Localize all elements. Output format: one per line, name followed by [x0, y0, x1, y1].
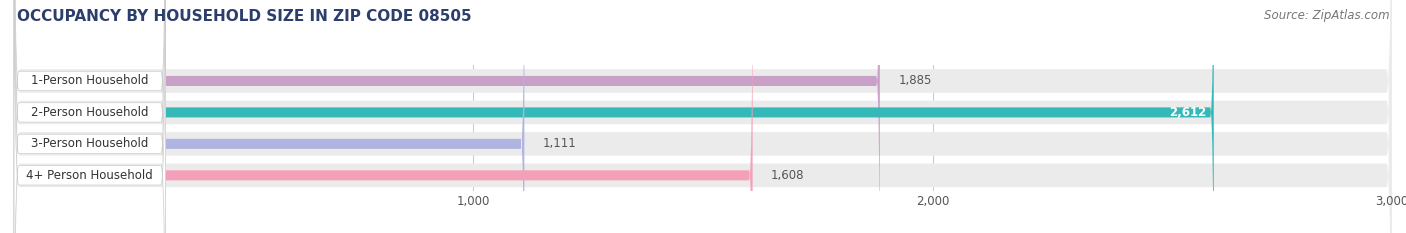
FancyBboxPatch shape [14, 0, 524, 233]
FancyBboxPatch shape [14, 0, 752, 233]
Text: 2,612: 2,612 [1170, 106, 1206, 119]
Text: 4+ Person Household: 4+ Person Household [27, 169, 153, 182]
FancyBboxPatch shape [14, 0, 166, 233]
FancyBboxPatch shape [14, 0, 1213, 233]
FancyBboxPatch shape [14, 0, 1392, 233]
FancyBboxPatch shape [14, 0, 166, 233]
FancyBboxPatch shape [14, 0, 880, 233]
Text: 1,885: 1,885 [898, 75, 932, 87]
FancyBboxPatch shape [14, 0, 1392, 233]
FancyBboxPatch shape [14, 0, 166, 233]
Text: 1,608: 1,608 [770, 169, 804, 182]
FancyBboxPatch shape [14, 0, 166, 233]
Text: Source: ZipAtlas.com: Source: ZipAtlas.com [1264, 9, 1389, 22]
Text: 1-Person Household: 1-Person Household [31, 75, 149, 87]
Text: 1,111: 1,111 [543, 137, 576, 150]
Text: 3-Person Household: 3-Person Household [31, 137, 149, 150]
FancyBboxPatch shape [14, 0, 1392, 233]
Text: 2-Person Household: 2-Person Household [31, 106, 149, 119]
FancyBboxPatch shape [14, 0, 1392, 233]
Text: OCCUPANCY BY HOUSEHOLD SIZE IN ZIP CODE 08505: OCCUPANCY BY HOUSEHOLD SIZE IN ZIP CODE … [17, 9, 471, 24]
